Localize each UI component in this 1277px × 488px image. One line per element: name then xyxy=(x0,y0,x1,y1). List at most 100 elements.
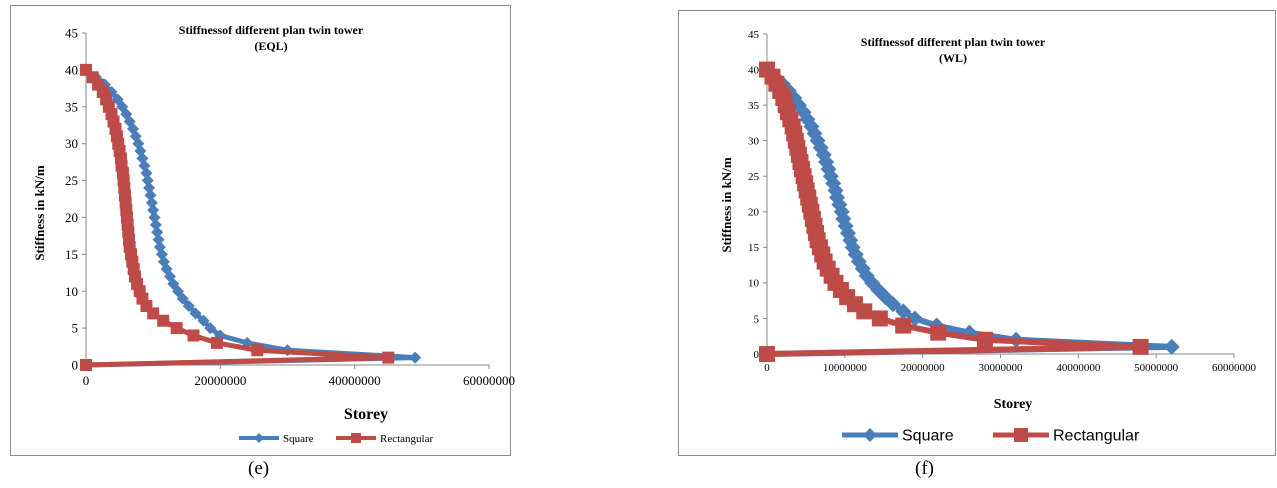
y-tick-label: 15 xyxy=(65,247,78,262)
data-point xyxy=(172,285,185,298)
y-tick-label: 40 xyxy=(65,62,78,77)
x-tick-label: 40000000 xyxy=(329,373,381,388)
data-point xyxy=(125,248,138,261)
y-tick-label: 25 xyxy=(65,173,78,188)
series-line xyxy=(764,67,1144,357)
series-square xyxy=(80,63,422,371)
data-point xyxy=(176,292,189,305)
x-tick-label: 20000000 xyxy=(194,373,246,388)
data-point xyxy=(197,314,210,327)
data-point xyxy=(759,346,775,362)
y-tick-label: 10 xyxy=(65,284,78,299)
data-point xyxy=(141,174,154,187)
legend-marker xyxy=(1014,428,1028,442)
y-axis-label: Stiffness in kN/m xyxy=(719,157,734,253)
data-point xyxy=(827,182,844,199)
y-tick-label: 10 xyxy=(748,278,760,290)
stiffness-chart-eql: Stiffnessof different plan twin tower (E… xyxy=(32,23,515,445)
y-tick-label: 5 xyxy=(754,313,760,325)
data-point xyxy=(109,122,122,135)
data-point xyxy=(895,303,912,320)
chart-panel-f: Stiffnessof different plan twin tower (W… xyxy=(678,10,1276,456)
data-point xyxy=(152,233,165,246)
chart-subtitle: (EQL) xyxy=(254,39,287,53)
data-point xyxy=(822,168,839,185)
data-point xyxy=(809,132,826,149)
data-point xyxy=(251,344,264,357)
data-point xyxy=(80,359,92,371)
y-tick-label: 25 xyxy=(748,171,760,183)
data-point xyxy=(976,331,993,348)
legend-item-rectangular: Rectangular xyxy=(993,428,1140,445)
y-tick-label: 30 xyxy=(748,136,760,148)
data-point xyxy=(80,63,92,76)
data-point xyxy=(167,277,180,290)
data-point xyxy=(157,255,170,268)
y-tick-label: 5 xyxy=(72,321,79,336)
y-tick-label: 35 xyxy=(65,99,78,114)
chart-title: Stiffnessof different plan twin tower xyxy=(179,23,364,37)
y-tick-label: 20 xyxy=(65,210,78,225)
data-point xyxy=(145,196,158,209)
data-point xyxy=(906,310,923,327)
data-point xyxy=(123,240,136,253)
data-point xyxy=(149,218,162,231)
data-point xyxy=(157,314,170,327)
data-point xyxy=(147,204,160,217)
stiffness-chart-wl: Stiffnessof different plan twin tower (W… xyxy=(719,29,1257,445)
data-point xyxy=(170,322,183,335)
data-point xyxy=(140,167,153,180)
data-point xyxy=(1132,338,1149,355)
y-tick-label: 45 xyxy=(748,29,760,41)
data-point xyxy=(837,218,854,234)
x-tick-label: 0 xyxy=(83,373,90,388)
y-tick-label: 45 xyxy=(65,26,78,41)
x-tick-label: 0 xyxy=(764,362,770,374)
y-tick-label: 35 xyxy=(748,100,760,112)
series-square xyxy=(759,61,1180,362)
series-rectangular xyxy=(759,61,1149,362)
y-axis-label: Stiffness in kN/m xyxy=(32,165,47,261)
data-point xyxy=(831,196,848,213)
data-point xyxy=(871,310,888,327)
data-point xyxy=(182,299,195,312)
data-point xyxy=(147,307,160,320)
data-point xyxy=(189,307,202,320)
data-point xyxy=(119,196,132,209)
y-tick-label: 15 xyxy=(748,242,760,254)
data-point xyxy=(151,226,164,239)
data-point xyxy=(856,303,873,320)
data-point xyxy=(812,139,829,156)
data-point xyxy=(143,181,156,194)
series-line xyxy=(764,67,1175,357)
x-tick-label: 30000000 xyxy=(979,362,1024,374)
data-point xyxy=(409,351,422,364)
x-tick-label: 20000000 xyxy=(901,362,946,374)
data-point xyxy=(210,336,223,349)
legend-label: Rectangular xyxy=(380,433,433,445)
chart-panel-e: Stiffnessof different plan twin tower (E… xyxy=(10,5,515,456)
y-tick-label: 20 xyxy=(748,207,760,219)
data-point xyxy=(144,189,157,202)
x-tick-label: 40000000 xyxy=(1056,362,1101,374)
chart-title: Stiffnessof different plan twin tower xyxy=(861,35,1046,49)
data-point xyxy=(930,324,947,341)
data-point xyxy=(895,317,912,334)
legend-item-square: Square xyxy=(842,428,954,445)
legend-label: Square xyxy=(283,433,314,445)
data-point xyxy=(864,274,881,291)
chart-subtitle: (WL) xyxy=(939,51,967,65)
data-point xyxy=(820,161,837,178)
data-point xyxy=(187,329,200,342)
legend-item-rectangular: Rectangular xyxy=(336,433,433,445)
data-point xyxy=(127,263,140,276)
legend-label: Rectangular xyxy=(1053,428,1140,445)
y-tick-label: 30 xyxy=(65,136,78,151)
y-tick-label: 0 xyxy=(72,358,79,373)
legend-label: Square xyxy=(902,428,954,445)
figure-caption-e: (e) xyxy=(248,458,270,479)
data-point xyxy=(844,239,861,256)
data-point xyxy=(842,232,859,249)
series-rectangular xyxy=(80,63,395,371)
legend-marker xyxy=(351,433,361,443)
